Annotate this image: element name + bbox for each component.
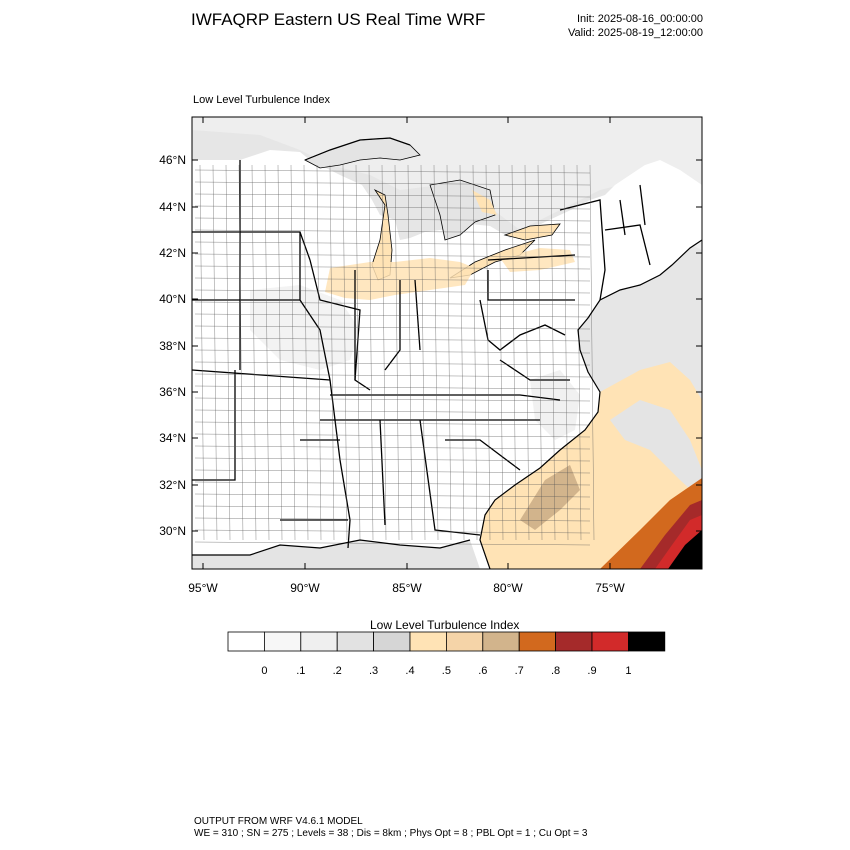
lat-label: 34°N: [159, 431, 186, 445]
latitude-axis: 46°N 44°N 42°N 40°N 38°N 36°N 34°N 32°N 30°N: [159, 153, 702, 538]
offshore-mid-turbulence: [520, 465, 580, 530]
turbulence-midwest: [325, 258, 475, 300]
colorbar-cell: [409, 631, 447, 652]
coastline: [192, 137, 702, 569]
lon-label: 80°W: [493, 581, 523, 595]
colorbar-cell: [263, 631, 302, 652]
lon-label: 95°W: [188, 581, 218, 595]
lon-label: 75°W: [595, 581, 625, 595]
colorbar: 0 .1 .2 .3 .4 .5 .6 .7 .8 .9 1: [227, 631, 666, 677]
colorbar-label: .5: [442, 665, 451, 677]
colorbar-label: .1: [296, 665, 305, 677]
colorbar-label: .7: [515, 665, 524, 677]
colorbar-cell: [445, 631, 484, 652]
colorbar-cell: [628, 631, 666, 652]
model-info-line2: WE = 310 ; SN = 275 ; Levels = 38 ; Dis …: [194, 828, 588, 839]
lon-label: 85°W: [392, 581, 422, 595]
lat-label: 42°N: [159, 246, 186, 260]
turbulence-nystate: [500, 248, 575, 272]
lon-label: 90°W: [290, 581, 320, 595]
model-info-line1: OUTPUT FROM WRF V4.6.1 MODEL: [194, 816, 363, 827]
lat-label: 40°N: [159, 292, 186, 306]
colorbar-cell: [518, 631, 557, 652]
map-area: [192, 117, 702, 569]
colorbar-label: 0: [261, 665, 267, 677]
county-lines: [194, 164, 595, 546]
lat-label: 32°N: [159, 478, 186, 492]
plot-title: Low Level Turbulence Index: [193, 94, 330, 106]
colorbar-cell: [300, 631, 338, 652]
colorbar-label: .6: [478, 665, 487, 677]
colorbar-label: .2: [333, 665, 342, 677]
gray-area-west: [250, 285, 360, 370]
lat-label: 38°N: [159, 339, 186, 353]
colorbar-cell: [336, 631, 375, 652]
colorbar-label: .8: [551, 665, 560, 677]
main-title: IWFAQRP Eastern US Real Time WRF: [191, 10, 486, 29]
valid-time: Valid: 2025-08-19_12:00:00: [568, 27, 703, 39]
lat-label: 36°N: [159, 385, 186, 399]
colorbar-label: 1: [625, 665, 631, 677]
offshore-gray-band: [610, 400, 702, 500]
lat-label: 30°N: [159, 524, 186, 538]
colorbar-cell: [555, 631, 593, 652]
lat-label: 44°N: [159, 200, 186, 214]
colorbar-label: .3: [369, 665, 378, 677]
init-time: Init: 2025-08-16_00:00:00: [577, 13, 703, 25]
map-frame: [191, 116, 703, 570]
gray-area-carolina: [530, 370, 580, 440]
colorbar-label: .4: [405, 665, 414, 677]
lat-label: 46°N: [159, 153, 186, 167]
gulf-of-mexico: [192, 540, 480, 569]
colorbar-title: Low Level Turbulence Index: [370, 618, 520, 632]
colorbar-label: .9: [587, 665, 596, 677]
longitude-axis: 95°W 90°W 85°W 80°W 75°W: [188, 117, 625, 595]
extreme-turbulence: [668, 530, 702, 569]
colorbar-cell: [591, 631, 629, 652]
colorbar-cell: [373, 631, 411, 652]
colorbar-cell: [227, 631, 265, 652]
colorbar-cell: [482, 631, 520, 652]
